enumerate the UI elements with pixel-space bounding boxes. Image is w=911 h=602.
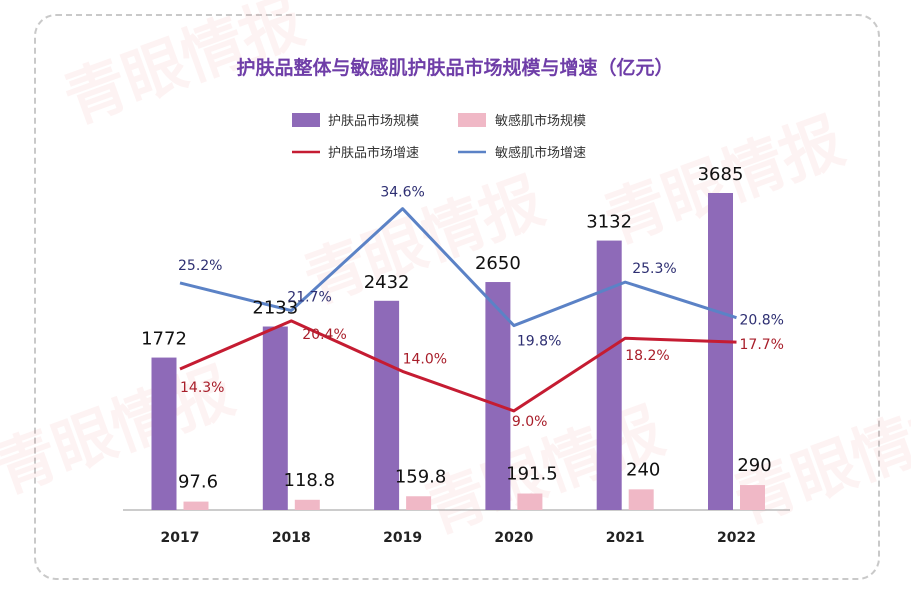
growth-label-sensitive-2019: 34.6% xyxy=(380,185,424,201)
legend-swatch-sensitive-size xyxy=(458,113,486,127)
growth-label-sensitive-2022: 20.8% xyxy=(740,313,784,329)
value-label-total-2018: 2133 xyxy=(252,298,298,319)
bar-total-size-2022 xyxy=(708,193,733,510)
value-label-sensitive-2019: 159.8 xyxy=(395,466,447,487)
value-label-total-2020: 2650 xyxy=(475,253,521,274)
legend: 护肤品市场规模 敏感肌市场规模 护肤品市场增速 敏感肌市场增速 xyxy=(292,113,586,161)
x-tick-2019: 2019 xyxy=(383,530,422,546)
bar-total-size-2019 xyxy=(374,300,400,510)
legend-item-sensitive-size: 敏感肌市场规模 xyxy=(458,113,586,129)
legend-item-total-growth: 护肤品市场增速 xyxy=(292,145,419,161)
growth-label-total-2021: 18.2% xyxy=(625,348,669,364)
x-tick-2017: 2017 xyxy=(161,530,200,546)
chart-title: 护肤品整体与敏感肌护肤品市场规模与增速（亿元） xyxy=(236,56,673,79)
value-label-sensitive-2020: 191.5 xyxy=(506,464,558,485)
growth-label-total-2017: 14.3% xyxy=(180,380,224,396)
line-sensitive-growth xyxy=(179,207,737,328)
x-tick-2021: 2021 xyxy=(606,530,645,546)
lines-layer xyxy=(179,207,737,413)
growth-label-total-2019: 14.0% xyxy=(403,351,447,367)
value-label-total-2022: 3685 xyxy=(698,164,744,185)
value-label-sensitive-2018: 118.8 xyxy=(284,470,336,491)
growth-label-sensitive-2018: 21.7% xyxy=(287,290,331,306)
bar-sensitive-size-2018 xyxy=(294,499,320,510)
bar-total-size-2017 xyxy=(151,357,177,510)
legend-label-sensitive-size: 敏感肌市场规模 xyxy=(495,113,586,129)
legend-item-total-size: 护肤品市场规模 xyxy=(292,113,419,129)
growth-label-sensitive-2020: 19.8% xyxy=(517,334,561,350)
growth-label-total-2022: 17.7% xyxy=(740,337,784,353)
x-tick-2018: 2018 xyxy=(272,530,311,546)
x-tick-labels: 2017 2018 2019 2020 2021 2022 xyxy=(161,530,756,546)
growth-label-total-2018: 20.4% xyxy=(302,327,346,343)
bar-sensitive-size-2020 xyxy=(517,493,543,510)
legend-swatch-total-size xyxy=(292,113,320,127)
value-label-sensitive-2021: 240 xyxy=(626,459,660,480)
bars-layer xyxy=(151,193,765,510)
bar-sensitive-size-2021 xyxy=(628,489,654,510)
bar-total-size-2020 xyxy=(485,282,511,510)
value-label-total-2017: 1772 xyxy=(141,329,187,350)
bar-sensitive-size-2022 xyxy=(740,485,765,510)
labels-layer: 1772 97.6 2133 118.8 2432 159.8 2650 191.5 3132 2… xyxy=(141,164,784,493)
line-total-growth xyxy=(179,319,737,413)
legend-label-sensitive-growth: 敏感肌市场增速 xyxy=(495,145,586,161)
legend-label-total-growth: 护肤品市场增速 xyxy=(328,145,419,161)
growth-label-sensitive-2021: 25.3% xyxy=(632,261,676,277)
x-tick-2022: 2022 xyxy=(717,530,756,546)
bar-total-size-2018 xyxy=(262,326,288,510)
value-label-sensitive-2017: 97.6 xyxy=(178,472,218,493)
bar-total-size-2021 xyxy=(596,240,622,510)
bar-sensitive-size-2019 xyxy=(406,496,432,510)
growth-label-total-2020: 9.0% xyxy=(512,414,548,430)
x-tick-2020: 2020 xyxy=(494,530,533,546)
growth-label-sensitive-2017: 25.2% xyxy=(178,258,222,274)
value-label-total-2021: 3132 xyxy=(586,212,632,233)
value-label-total-2019: 2432 xyxy=(364,272,410,293)
bar-sensitive-size-2017 xyxy=(183,501,209,510)
value-label-sensitive-2022: 290 xyxy=(737,455,771,476)
legend-label-total-size: 护肤品市场规模 xyxy=(328,113,419,129)
chart-card xyxy=(34,14,880,580)
legend-item-sensitive-growth: 敏感肌市场增速 xyxy=(458,145,586,161)
